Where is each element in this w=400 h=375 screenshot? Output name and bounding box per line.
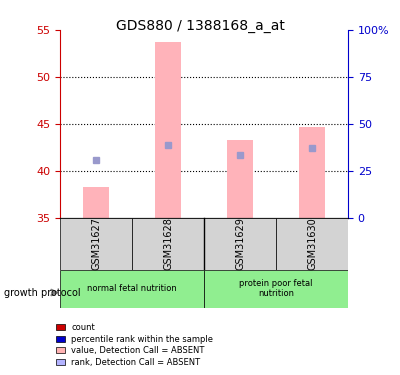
Text: growth protocol: growth protocol: [4, 288, 81, 297]
FancyBboxPatch shape: [204, 217, 276, 270]
Text: normal fetal nutrition: normal fetal nutrition: [87, 284, 177, 293]
Bar: [84, 187, 109, 218]
Bar: [227, 140, 253, 218]
FancyBboxPatch shape: [204, 270, 348, 308]
Bar: [299, 126, 324, 218]
FancyBboxPatch shape: [60, 217, 132, 270]
Text: GDS880 / 1388168_a_at: GDS880 / 1388168_a_at: [116, 19, 284, 33]
FancyBboxPatch shape: [132, 217, 204, 270]
Bar: [155, 42, 181, 218]
Text: GSM31628: GSM31628: [163, 217, 173, 270]
Text: protein poor fetal
nutrition: protein poor fetal nutrition: [239, 279, 313, 298]
FancyBboxPatch shape: [60, 270, 204, 308]
Legend: count, percentile rank within the sample, value, Detection Call = ABSENT, rank, : count, percentile rank within the sample…: [52, 319, 218, 371]
Text: GSM31627: GSM31627: [91, 217, 101, 270]
FancyBboxPatch shape: [276, 217, 348, 270]
Text: GSM31630: GSM31630: [307, 217, 317, 270]
Text: GSM31629: GSM31629: [235, 217, 245, 270]
